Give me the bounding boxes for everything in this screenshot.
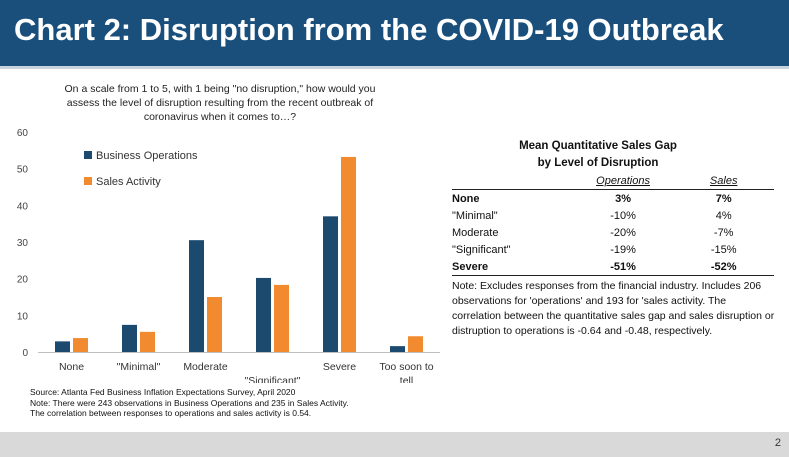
row-operations: -10% [610, 209, 636, 222]
chart-note-observations: Note: There were 243 observations in Bus… [30, 397, 349, 408]
page-number: 2 [774, 437, 781, 449]
x-tick-label: "Significant" [245, 375, 301, 383]
row-sales: -7% [713, 226, 734, 239]
row-label: "Minimal" [452, 209, 498, 222]
bar-sales-activity [408, 336, 423, 352]
bar-business-operations [256, 277, 271, 352]
legend-label: Sales Activity [96, 176, 161, 188]
table-row: None 3% 7% [452, 189, 774, 207]
row-label: Moderate [452, 226, 499, 239]
legend-swatch [84, 177, 92, 185]
y-tick-label: 10 [17, 311, 29, 322]
bar-sales-activity [73, 338, 88, 352]
x-tick-label: Too soon to tell [379, 361, 433, 383]
chart-question: On a scale from 1 to 5, with 1 being "no… [64, 83, 376, 123]
legend-swatch [84, 151, 92, 159]
table-header-row: Operations Sales [452, 175, 774, 190]
table-header-sales: Sales [709, 175, 738, 187]
bar-sales-activity [341, 156, 356, 352]
bar-chart: 0 10 20 30 40 50 60 None "Minimal" Moderate "Signi… [17, 128, 440, 383]
table-row: "Minimal" -10% 4% [452, 207, 774, 224]
table-note: Note: Excludes responses from the financ… [452, 280, 775, 337]
row-label: None [452, 189, 573, 207]
bar-sales-activity [140, 331, 155, 352]
page-title: Chart 2: Disruption from the COVID-19 Ou… [14, 12, 724, 47]
row-operations: -20% [610, 226, 636, 239]
chart-source: Source: Atlanta Fed Business Inflation E… [30, 387, 296, 397]
bar-sales-activity [274, 284, 289, 352]
x-tick-label: "Minimal" [117, 361, 161, 373]
title-banner: Chart 2: Disruption from the COVID-19 Ou… [0, 0, 789, 66]
table-row: Moderate -20% -7% [452, 224, 774, 241]
bar-business-operations [323, 216, 338, 352]
banner-divider [0, 66, 789, 69]
bar-business-operations [390, 346, 405, 352]
row-sales: 4% [715, 209, 732, 222]
y-tick-label: 0 [22, 348, 28, 359]
bar-business-operations [122, 324, 137, 352]
y-tick-label: 30 [17, 238, 29, 249]
table-header-blank [452, 175, 573, 190]
row-operations: 3% [572, 189, 674, 207]
row-label: Severe [452, 258, 573, 276]
footer-bar: 2 [0, 432, 789, 457]
row-sales: -52% [673, 258, 774, 276]
table-row: "Significant" -19% -15% [452, 241, 774, 258]
bar-business-operations [55, 341, 70, 352]
table-title-line1: Mean Quantitative Sales Gap [519, 140, 677, 152]
y-tick-label: 20 [17, 275, 29, 286]
bar-business-operations [189, 240, 204, 352]
table-title: Mean Quantitative Sales Gap by Level of … [478, 138, 718, 172]
table-row: Severe -51% -52% [452, 258, 774, 276]
table-title-line2: by Level of Disruption [537, 157, 659, 169]
row-sales: -15% [710, 243, 737, 256]
y-tick-label: 50 [17, 165, 29, 176]
legend-label: Business Operations [96, 150, 198, 162]
x-tick-label: None [59, 361, 84, 373]
table-header-operations: Operations [596, 175, 650, 187]
chart-note-correlation: The correlation between responses to ope… [30, 408, 312, 418]
chart-notes: Source: Atlanta Fed Business Inflation E… [30, 387, 349, 419]
row-operations: -51% [572, 258, 674, 276]
row-sales: 7% [673, 189, 774, 207]
y-tick-label: 40 [17, 201, 29, 212]
x-tick-label: Severe [323, 361, 356, 373]
y-tick-label: 60 [17, 128, 29, 139]
row-operations: -19% [610, 243, 636, 256]
row-label: "Significant" [452, 243, 511, 256]
x-tick-label: Moderate [183, 361, 228, 373]
bar-sales-activity [207, 297, 222, 352]
sales-gap-table: Operations Sales None 3% 7% "Minimal" -1… [452, 175, 774, 276]
